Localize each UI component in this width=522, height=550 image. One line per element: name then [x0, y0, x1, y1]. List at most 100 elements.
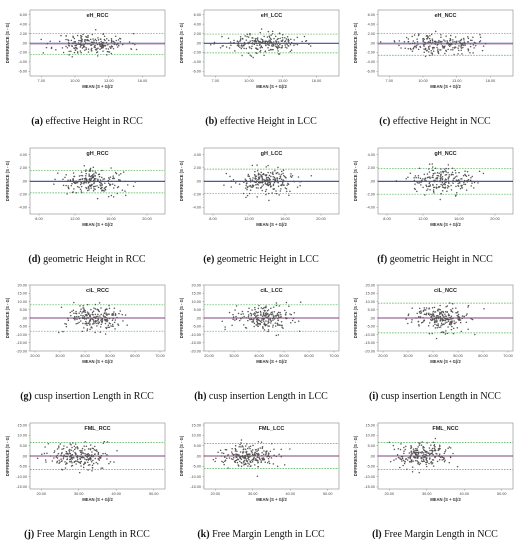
data-point — [296, 36, 299, 39]
data-point — [243, 461, 245, 464]
data-point — [278, 53, 281, 55]
data-point — [259, 310, 262, 313]
data-point — [427, 325, 430, 327]
data-point — [74, 182, 76, 184]
data-point — [294, 321, 296, 324]
data-point — [428, 37, 431, 40]
panel-caption: (i) cusp insertion Length in NCC — [348, 391, 522, 402]
data-point — [247, 52, 250, 54]
data-point — [402, 459, 405, 461]
x-tick-label: 10.00 — [418, 79, 428, 83]
data-point — [452, 327, 455, 330]
data-point — [401, 457, 404, 459]
data-point — [73, 37, 76, 40]
data-point — [433, 446, 436, 449]
data-point — [444, 459, 446, 461]
data-point — [428, 307, 431, 309]
data-point — [406, 458, 409, 461]
data-point — [101, 44, 103, 46]
data-point — [272, 315, 275, 317]
data-point — [417, 462, 419, 464]
data-point — [410, 460, 412, 463]
data-point — [241, 444, 244, 447]
data-point — [242, 313, 244, 315]
data-point — [426, 441, 428, 444]
data-point — [413, 46, 415, 49]
data-point — [433, 320, 436, 322]
data-point — [107, 39, 110, 42]
data-point — [262, 318, 265, 321]
data-point — [119, 178, 121, 181]
data-point — [427, 313, 430, 316]
x-tick-label: 20.00 — [204, 354, 214, 358]
chart-panel: gH_RCC 4.00 2.00.00 -2.00 -4.00 8.00 12.00 16.0… — [0, 138, 174, 275]
data-point — [424, 43, 426, 46]
data-point — [272, 319, 274, 321]
data-point — [429, 188, 431, 191]
data-point — [469, 45, 472, 48]
data-point — [242, 192, 245, 194]
data-point — [422, 448, 425, 450]
data-point — [411, 35, 413, 38]
data-point — [263, 449, 265, 452]
data-point — [247, 319, 249, 322]
data-point — [104, 452, 107, 454]
data-point — [232, 456, 235, 458]
data-point — [261, 38, 264, 41]
data-point — [80, 308, 82, 310]
data-point — [405, 36, 408, 39]
x-tick-label: 13.00 — [104, 79, 114, 83]
data-point — [65, 173, 67, 176]
data-point — [271, 442, 273, 444]
data-point — [440, 324, 442, 326]
data-point — [481, 49, 484, 52]
data-point — [431, 168, 434, 171]
data-point — [434, 437, 437, 439]
data-point — [279, 311, 281, 314]
data-point — [67, 39, 70, 42]
data-point — [65, 452, 67, 455]
data-point — [221, 451, 223, 454]
data-point — [267, 312, 269, 315]
data-point — [437, 48, 439, 50]
data-point — [280, 455, 283, 457]
panel-caption-text: geometric Height in LCC — [216, 253, 319, 265]
data-point — [264, 312, 267, 315]
panel-caption: (k) Free Margin Length in LCC — [174, 529, 348, 540]
data-point — [289, 43, 292, 46]
panel-caption-text: Free Margin Length in LCC — [212, 528, 325, 540]
data-point — [428, 446, 431, 449]
data-point — [463, 180, 465, 183]
y-tick-label: -10.00 — [16, 333, 27, 337]
data-point — [110, 46, 112, 48]
data-point — [265, 450, 267, 453]
data-point — [428, 454, 431, 457]
data-point — [263, 179, 266, 181]
data-point — [240, 445, 242, 448]
data-point — [290, 313, 293, 316]
data-point — [79, 462, 82, 464]
data-point — [249, 447, 251, 449]
data-point — [64, 322, 66, 325]
data-point — [99, 181, 102, 184]
x-axis-label: MEAN (S + G)/2 — [430, 359, 461, 364]
data-point — [463, 179, 466, 181]
data-point — [241, 37, 244, 40]
data-point — [260, 459, 262, 462]
data-point — [99, 38, 102, 41]
data-point — [100, 45, 103, 47]
data-point — [470, 318, 472, 320]
data-point — [111, 319, 114, 321]
data-point — [269, 313, 272, 315]
data-point — [457, 310, 459, 313]
data-point — [273, 41, 275, 43]
data-point — [70, 449, 72, 451]
data-point — [93, 445, 96, 447]
data-point — [455, 185, 457, 187]
data-point — [238, 445, 240, 448]
data-point — [252, 319, 254, 321]
data-point — [101, 183, 103, 185]
data-point — [462, 46, 464, 49]
data-point — [459, 187, 462, 189]
data-point — [278, 305, 281, 307]
